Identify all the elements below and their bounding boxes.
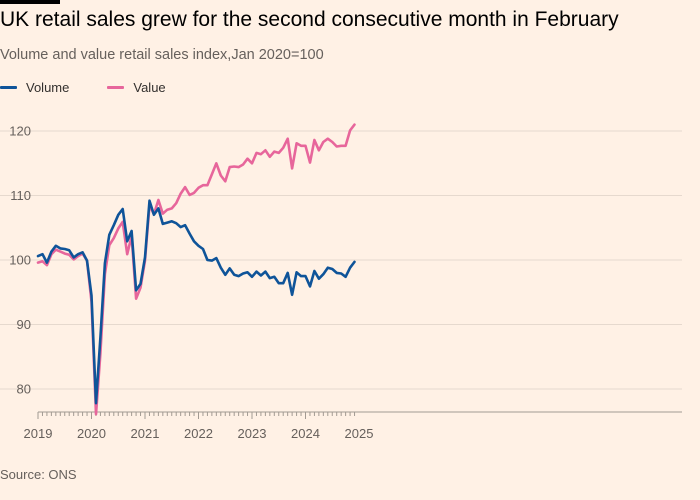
legend-swatch-volume — [0, 86, 17, 89]
chart-subtitle: Volume and value retail sales index,Jan … — [0, 47, 324, 63]
legend-label-volume: Volume — [26, 80, 70, 95]
x-tick-label: 2025 — [345, 426, 374, 441]
series-line-value — [36, 123, 356, 416]
x-tick-label: 2021 — [131, 426, 160, 441]
legend-swatch-value — [107, 86, 125, 89]
x-tick-label: 2020 — [77, 426, 106, 441]
legend-item-value: Value — [107, 80, 166, 95]
y-tick-label: 120 — [9, 124, 31, 139]
brand-bar — [0, 0, 60, 4]
legend: Volume Value — [0, 80, 204, 95]
y-tick-label: 90 — [17, 317, 31, 332]
x-tick-label: 2019 — [24, 426, 53, 441]
source-note: Source: ONS — [0, 467, 77, 482]
legend-label-value: Value — [133, 80, 166, 95]
x-axis: 2019 2020 2021 2022 2023 2024 2025 — [24, 411, 682, 441]
legend-item-volume: Volume — [0, 80, 69, 95]
x-tick-label: 2023 — [238, 426, 267, 441]
chart-title: UK retail sales grew for the second cons… — [0, 8, 619, 31]
y-axis-labels: 80 90 100 110 120 — [9, 124, 31, 397]
y-tick-label: 100 — [9, 253, 31, 268]
x-tick-label: 2022 — [184, 426, 213, 441]
series-line-volume — [36, 199, 356, 405]
x-tick-label: 2024 — [291, 426, 320, 441]
y-tick-label: 80 — [17, 382, 31, 397]
gridlines — [0, 130, 682, 390]
y-tick-label: 110 — [10, 188, 31, 203]
series-lines — [36, 123, 356, 416]
